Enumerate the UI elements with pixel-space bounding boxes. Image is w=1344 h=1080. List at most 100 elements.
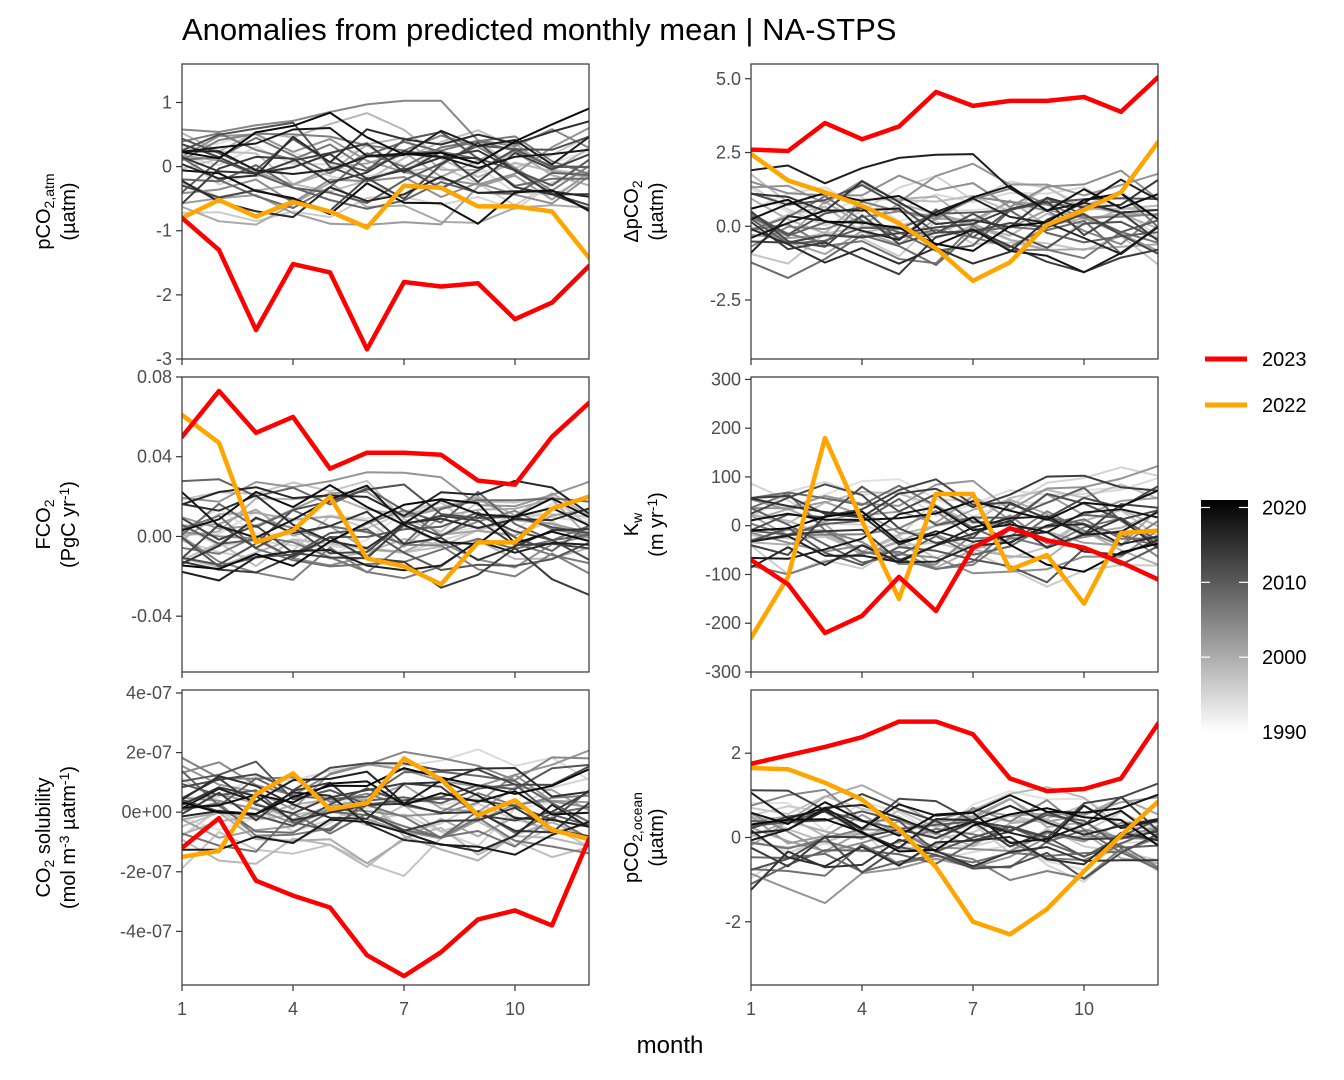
- y-tick-label: -0.04: [131, 606, 172, 626]
- background-year-line: [182, 165, 589, 223]
- background-year-line: [182, 536, 589, 596]
- plot-area: [751, 719, 1158, 937]
- background-year-line: [182, 127, 589, 169]
- legend-label-2023: 2023: [1262, 349, 1307, 371]
- panel-border: [181, 63, 590, 360]
- background-year-line: [182, 136, 589, 175]
- plot-area: [182, 388, 589, 596]
- background-year-line: [182, 798, 589, 862]
- y-axis-title-line: pCO2,atm: [33, 173, 57, 249]
- y-tick-label: 4e-07: [126, 683, 172, 703]
- background-year-line: [751, 223, 1158, 265]
- y-tick-label: -300: [705, 662, 741, 682]
- background-year-line: [751, 192, 1158, 252]
- series-line-2022: [182, 756, 589, 860]
- legend: 2023 2022 2020 2010 2000 1990: [1201, 349, 1307, 744]
- background-year-line: [182, 478, 589, 542]
- series-line-2023: [751, 525, 1158, 636]
- x-tick-label: 1: [746, 999, 756, 1019]
- background-year-line: [182, 120, 589, 180]
- y-tick-label: -4e-07: [120, 921, 172, 941]
- background-year-line: [182, 169, 589, 225]
- x-tick-label: 7: [399, 999, 409, 1019]
- background-year-line: [182, 171, 589, 226]
- background-year-line: [751, 829, 1158, 868]
- series-line-2022: [182, 183, 589, 260]
- background-year-line: [751, 523, 1158, 569]
- y-tick-label: -2e-07: [120, 862, 172, 882]
- y-tick-label: -100: [705, 564, 741, 584]
- y-axis-title-line: (µatm): [646, 182, 668, 240]
- background-year-line: [751, 820, 1158, 868]
- background-year-line: [751, 788, 1158, 841]
- figure-title: Anomalies from predicted monthly mean | …: [182, 12, 896, 47]
- series-line-2023: [751, 719, 1158, 794]
- background-year-line: [751, 184, 1158, 221]
- background-year-line: [182, 492, 589, 537]
- background-year-line: [182, 153, 589, 196]
- y-axis-title-line: (mol m-3 µatm-1): [56, 766, 80, 909]
- background-year-line: [751, 200, 1158, 244]
- panel-pco2atm: -3 -2 -1 0 1 pCO2,atm (µatm): [33, 63, 590, 369]
- y-axis-title-line: (PgC yr-1): [56, 481, 80, 568]
- x-axis-label: month: [637, 1032, 704, 1059]
- y-tick-label: 2: [731, 743, 741, 763]
- plot-area: [182, 748, 589, 979]
- x-tick-label: 7: [968, 999, 978, 1019]
- y-tick-label: -2: [156, 285, 172, 305]
- panel-kw: -300 -200 -100 0 100 200 300 Kw (m yr-1): [621, 369, 1159, 682]
- y-axis-title-line: ΔpCO2: [621, 180, 645, 242]
- background-year-line: [182, 484, 589, 546]
- y-axis-title-line: (m yr-1): [644, 492, 668, 557]
- background-year-line: [751, 210, 1158, 255]
- background-year-line: [751, 207, 1158, 274]
- series-line-2022: [182, 412, 589, 587]
- y-tick-label: 300: [711, 369, 741, 389]
- background-year-line: [751, 826, 1158, 905]
- y-tick-label: 0e+00: [121, 802, 172, 822]
- background-year-line: [751, 804, 1158, 849]
- series-line-2023: [751, 75, 1158, 154]
- y-tick-label: 5.0: [716, 69, 741, 89]
- background-year-line: [182, 514, 589, 561]
- series-line-2023: [182, 815, 589, 979]
- background-year-line: [182, 750, 589, 797]
- background-year-line: [751, 510, 1158, 563]
- background-year-line: [751, 791, 1158, 843]
- y-axis-title-line: (µatm): [646, 808, 668, 866]
- y-tick-label: 0: [162, 157, 172, 177]
- background-year-line: [182, 494, 589, 550]
- background-year-line: [182, 538, 589, 568]
- colorbar-tick-label: 1990: [1262, 722, 1307, 744]
- background-year-line: [182, 175, 589, 205]
- panel-border: [181, 689, 590, 986]
- background-year-line: [751, 483, 1158, 525]
- x-tick-label: 1: [177, 999, 187, 1019]
- series-line-2022: [751, 435, 1158, 641]
- plot-area: [751, 435, 1158, 641]
- background-year-line: [182, 540, 589, 582]
- background-year-line: [751, 486, 1158, 546]
- panel-background: [182, 690, 589, 985]
- background-year-line: [751, 184, 1158, 249]
- legend-label-2022: 2022: [1262, 395, 1307, 417]
- background-year-line: [182, 140, 589, 209]
- colorbar-tick-label: 2020: [1262, 497, 1307, 519]
- panel-solubility: -4e-07 -2e-07 0e+00 2e-07 4e-07 1 4 7 10 CO2 solu…: [33, 683, 590, 1019]
- background-year-line: [182, 812, 589, 853]
- background-year-line: [751, 509, 1158, 547]
- background-year-line: [751, 514, 1158, 566]
- y-axis-title-line: FCO2: [33, 499, 57, 549]
- x-tick-label: 4: [857, 999, 867, 1019]
- y-tick-label: 200: [711, 418, 741, 438]
- x-tick-label: 10: [505, 999, 525, 1019]
- x-tick-label: 10: [1074, 999, 1094, 1019]
- plot-area: [182, 99, 589, 352]
- background-year-line: [182, 107, 589, 165]
- background-year-line: [182, 149, 589, 211]
- series-line-2023: [182, 388, 589, 487]
- y-tick-label: 0: [731, 516, 741, 536]
- y-tick-label: -2: [725, 912, 741, 932]
